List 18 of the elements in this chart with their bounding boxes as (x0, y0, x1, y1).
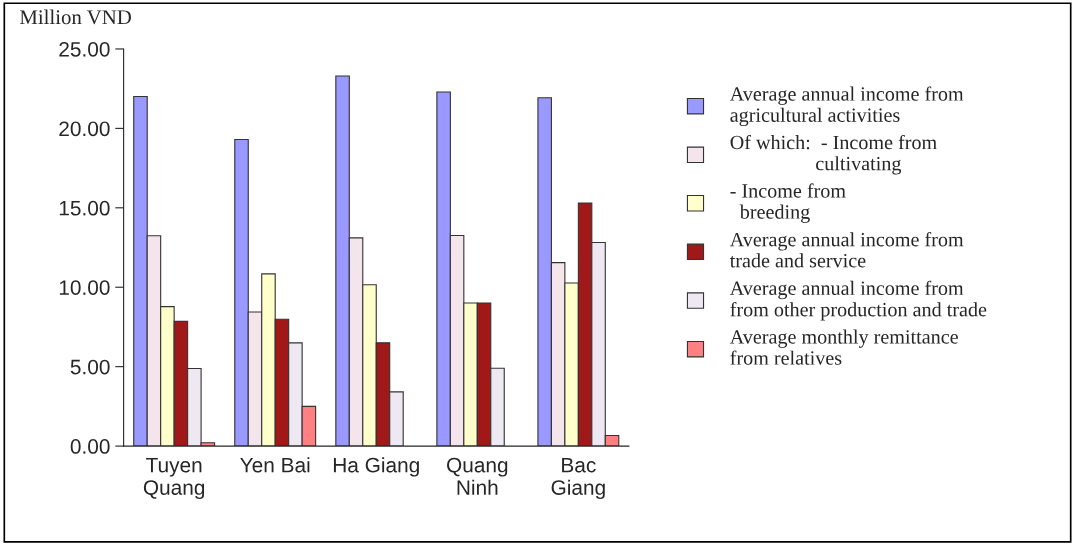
y-tick-label: 5.00 (70, 359, 110, 375)
x-tick-label: Ha Giang (333, 457, 419, 477)
legend-label: Average annual income from agricultural activities (729, 86, 964, 127)
x-tick-label: Yen Bai (240, 457, 310, 473)
legend-label: - Income from breeding (730, 183, 846, 223)
x-tick-label: Bac Giang (551, 457, 605, 500)
x-tick-label: Tuyen Quang (143, 457, 205, 500)
legend-label: Of which: - Income from cultivating (730, 134, 937, 175)
x-tick-label: Quang Ninh (447, 457, 508, 495)
legend-label: Average annual income from trade and service (729, 232, 964, 268)
y-tick-label: 15.00 (59, 200, 110, 216)
y-tick-label: 10.00 (59, 280, 110, 295)
y-tick-label: 25.00 (59, 41, 110, 57)
y-tick-label: 0.00 (70, 439, 110, 454)
y-axis-title: Million VND (19, 9, 132, 25)
y-tick-label: 20.00 (59, 121, 110, 137)
legend-label: Average monthly remittance from relatives (729, 329, 958, 365)
legend-label: Average annual income from from other production and trade (729, 280, 987, 321)
